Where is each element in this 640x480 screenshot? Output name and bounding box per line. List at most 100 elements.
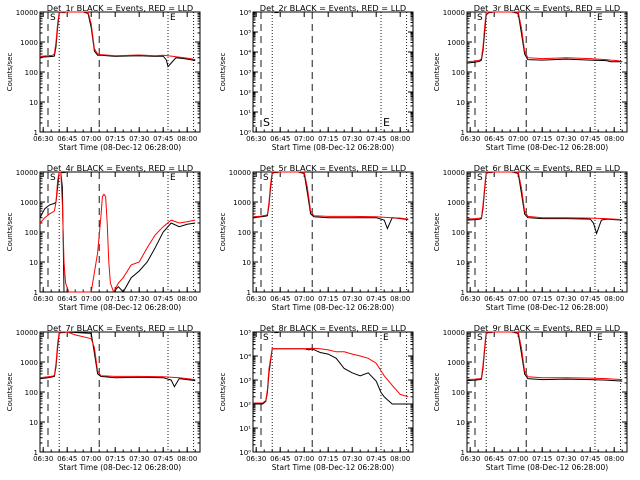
chart-title: Det_9r BLACK = Events, RED = LLD [474, 323, 620, 333]
y-tick-label: 10 [29, 259, 38, 267]
region-marker-s: S [263, 333, 269, 343]
y-tick-label: 10³ [239, 69, 251, 77]
lld-series-line [39, 171, 196, 294]
plot-frame [466, 331, 628, 453]
chart-panel-4: Det_4r BLACK = Events, RED = LLD Counts/s… [6, 163, 201, 312]
x-tick-label: 08:00 [390, 455, 410, 463]
chart-panel-3: Det_3r BLACK = Events, RED = LLD Counts/s… [433, 3, 628, 152]
x-tick-label: 06:30 [460, 135, 480, 143]
x-tick-label: 07:00 [81, 455, 101, 463]
x-tick-label: 06:45 [57, 135, 77, 143]
region-marker-s: S [50, 173, 56, 183]
events-series-line [39, 331, 196, 388]
x-tick-label: 07:45 [366, 295, 386, 303]
x-axis-label: Start Time (08-Dec-12 06:28:00) [272, 303, 394, 312]
chart-title: Det_8r BLACK = Events, RED = LLD [260, 323, 406, 333]
y-axis-label: Counts/sec [6, 53, 14, 92]
y-tick-label: 100 [25, 229, 38, 237]
x-tick-label: 06:30 [460, 295, 480, 303]
x-tick-label: 07:00 [508, 135, 528, 143]
lld-series-line [39, 331, 196, 381]
y-tick-label: 10⁴ [239, 353, 251, 361]
x-tick-label: 06:45 [270, 455, 290, 463]
y-tick-label: 1 [34, 289, 38, 297]
x-tick-label: 08:00 [390, 135, 410, 143]
y-tick-label: 1000 [447, 359, 465, 367]
x-tick-label: 07:15 [318, 295, 338, 303]
x-axis-label: Start Time (08-Dec-12 06:28:00) [486, 303, 608, 312]
x-tick-label: 07:30 [556, 135, 576, 143]
chart-panel-9: Det_9r BLACK = Events, RED = LLD Counts/s… [433, 323, 628, 472]
plot-frame [466, 11, 628, 133]
region-marker-s: S [477, 13, 483, 23]
y-axis-label: Counts/sec [433, 373, 441, 412]
x-tick-label: 07:00 [294, 295, 314, 303]
y-tick-label: 10000 [443, 9, 465, 17]
x-tick-label: 08:00 [604, 135, 624, 143]
y-tick-label: 1 [461, 449, 465, 457]
y-tick-label: 1000 [447, 39, 465, 47]
chart-title: Det_7r BLACK = Events, RED = LLD [47, 323, 193, 333]
region-marker-s: S [477, 333, 483, 343]
x-tick-label: 06:30 [246, 135, 266, 143]
x-tick-label: 07:00 [508, 455, 528, 463]
chart-panel-2: Det_2r BLACK = Events, RED = LLD Counts/s… [219, 3, 414, 152]
x-tick-label: 07:30 [129, 455, 149, 463]
x-tick-label: 07:30 [556, 455, 576, 463]
y-tick-label: 10 [456, 259, 465, 267]
x-tick-label: 07:00 [294, 135, 314, 143]
y-tick-label: 1 [247, 289, 251, 297]
x-tick-label: 07:45 [153, 135, 173, 143]
plot-frame [252, 331, 414, 453]
region-marker-e: E [170, 173, 176, 183]
x-axis-label: Start Time (08-Dec-12 06:28:00) [272, 143, 394, 152]
y-tick-label: 10000 [16, 169, 38, 177]
x-tick-label: 06:30 [33, 135, 53, 143]
x-tick-label: 07:30 [129, 295, 149, 303]
y-tick-label: 10¹ [239, 425, 251, 433]
y-tick-label: 1 [34, 129, 38, 137]
x-tick-label: 07:45 [153, 295, 173, 303]
chart-title: Det_2r BLACK = Events, RED = LLD [260, 3, 406, 13]
x-tick-label: 07:15 [105, 455, 125, 463]
x-tick-label: 08:00 [390, 295, 410, 303]
x-tick-label: 07:15 [532, 455, 552, 463]
y-axis-label: Counts/sec [219, 373, 227, 412]
lld-series-line [466, 171, 623, 221]
region-marker-e: E [383, 116, 390, 129]
y-tick-label: 10⁴ [239, 49, 251, 57]
x-axis-label: Start Time (08-Dec-12 06:28:00) [59, 463, 181, 472]
region-marker-s: S [477, 173, 483, 183]
x-tick-label: 07:00 [81, 135, 101, 143]
y-axis-label: Counts/sec [6, 373, 14, 412]
chart-panel-7: Det_7r BLACK = Events, RED = LLD Counts/s… [6, 323, 201, 472]
y-tick-label: 10³ [239, 377, 251, 385]
x-tick-label: 06:45 [270, 135, 290, 143]
y-axis-label: Counts/sec [219, 213, 227, 252]
plot-frame [39, 11, 201, 133]
x-tick-label: 07:30 [129, 135, 149, 143]
plot-frame [39, 331, 201, 453]
chart-panel-8: Det_8r BLACK = Events, RED = LLD Counts/s… [219, 323, 414, 472]
y-tick-label: 10² [239, 401, 251, 409]
x-axis-label: Start Time (08-Dec-12 06:28:00) [272, 463, 394, 472]
chart-panel-5: Det_5r BLACK = Events, RED = LLD Counts/s… [219, 163, 414, 312]
x-tick-label: 07:30 [342, 135, 362, 143]
y-tick-label: 1000 [20, 39, 38, 47]
y-tick-label: 1000 [233, 199, 251, 207]
y-tick-label: 10¹ [239, 109, 251, 117]
lld-series-line [39, 11, 196, 61]
x-tick-label: 06:45 [270, 295, 290, 303]
x-tick-label: 06:30 [246, 295, 266, 303]
y-tick-label: 10 [242, 259, 251, 267]
chart-panel-1: Det_1r BLACK = Events, RED = LLD Counts/s… [6, 3, 201, 152]
lld-series-line [253, 347, 409, 404]
y-tick-label: 1 [461, 129, 465, 137]
x-tick-label: 08:00 [177, 295, 197, 303]
x-tick-label: 06:30 [246, 455, 266, 463]
y-tick-label: 100 [452, 389, 465, 397]
y-tick-label: 10000 [16, 9, 38, 17]
x-tick-label: 08:00 [177, 455, 197, 463]
events-series-line [466, 171, 623, 235]
x-tick-label: 06:45 [57, 455, 77, 463]
